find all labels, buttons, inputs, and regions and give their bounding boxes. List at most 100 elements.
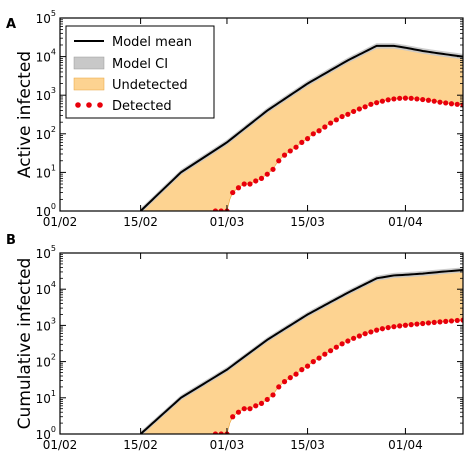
detected-point xyxy=(235,409,242,415)
detected-point xyxy=(397,95,403,101)
detected-point xyxy=(385,97,391,103)
x-tick-label: 01/04 xyxy=(388,215,423,229)
detected-point xyxy=(304,136,311,142)
y-axis-title: Cumulative infected xyxy=(15,258,35,430)
detected-point xyxy=(310,131,316,137)
y-tick-label: 102 xyxy=(36,353,56,370)
detected-point xyxy=(218,431,224,434)
detected-point xyxy=(379,98,385,104)
detected-point xyxy=(327,348,334,354)
detected-point xyxy=(448,318,455,324)
y-tick-label: 103 xyxy=(36,316,56,333)
detected-point xyxy=(241,181,247,187)
detected-point xyxy=(425,97,432,103)
detected-point xyxy=(368,101,374,107)
detected-point xyxy=(402,322,409,328)
panel-b: 100 101 102 103 104 105 01/02 15/02 01/03 15/03 01… xyxy=(6,233,464,452)
detected-point xyxy=(287,375,293,381)
legend-swatch-detected xyxy=(97,102,103,108)
x-tick-label: 01/02 xyxy=(43,215,78,229)
panel-a: 100 101 102 103 104 105 01/02 15/02 01/03 15/03 01… xyxy=(6,9,464,229)
plot-area xyxy=(139,267,463,434)
model-mean-line xyxy=(139,268,463,434)
x-tick-label: 01/03 xyxy=(210,215,245,229)
detected-point xyxy=(339,341,345,347)
detected-point xyxy=(374,327,380,333)
model-mean-line xyxy=(139,44,463,211)
y-axis-title: Active infected xyxy=(15,51,35,178)
detected-point xyxy=(437,319,443,325)
detected-point xyxy=(327,120,334,126)
detected-point xyxy=(212,431,219,434)
detected-point xyxy=(448,101,455,107)
detected-point xyxy=(281,152,288,158)
detected-point xyxy=(258,175,265,181)
detected-point xyxy=(230,189,236,196)
detected-point xyxy=(304,363,311,369)
detected-point xyxy=(345,338,351,344)
detected-point xyxy=(316,355,322,361)
legend-label-undetected: Undetected xyxy=(112,78,188,93)
axes-frame xyxy=(59,252,464,435)
y-tick-label: 105 xyxy=(36,244,56,261)
x-tick-label: 01/04 xyxy=(388,438,423,452)
detected-point xyxy=(212,208,219,211)
detected-point xyxy=(322,351,328,357)
y-tick-label: 100 xyxy=(36,425,56,442)
detected-point xyxy=(276,158,282,164)
detected-point xyxy=(270,166,276,172)
detected-point xyxy=(454,101,460,107)
x-tick-label: 15/02 xyxy=(123,215,158,229)
detected-point xyxy=(425,320,432,326)
detected-point xyxy=(299,367,305,373)
detected-point xyxy=(230,414,236,420)
panel-label: A xyxy=(6,17,16,32)
detected-point xyxy=(408,95,414,101)
detected-point xyxy=(235,185,242,191)
y-tick-label: 101 xyxy=(36,389,56,406)
detected-point xyxy=(437,99,443,105)
x-tick-label: 15/03 xyxy=(290,438,325,452)
detected-point xyxy=(368,329,374,335)
legend-swatch-undetected xyxy=(73,77,105,91)
legend-swatch-model-ci xyxy=(73,56,105,70)
detected-point xyxy=(431,98,437,104)
detected-point xyxy=(333,117,339,123)
detected-point xyxy=(414,96,420,102)
detected-point xyxy=(345,111,351,117)
y-tick-label: 100 xyxy=(36,202,56,219)
detected-point xyxy=(385,324,391,331)
detected-point xyxy=(218,208,224,211)
detected-point xyxy=(241,406,247,412)
detected-point xyxy=(293,371,299,377)
detected-point xyxy=(253,178,259,184)
detected-point xyxy=(443,100,449,106)
detected-point xyxy=(420,96,426,103)
detected-point xyxy=(397,323,403,329)
y-tick-label: 102 xyxy=(36,125,56,142)
detected-point xyxy=(258,400,265,407)
detected-point xyxy=(351,335,357,341)
legend-label-detected: Detected xyxy=(112,99,172,114)
y-tick-label: 101 xyxy=(36,163,56,180)
y-tick-label: 104 xyxy=(36,48,56,65)
detected-point xyxy=(414,321,420,327)
detected-point xyxy=(264,396,270,403)
detected-point xyxy=(431,319,437,326)
detected-point xyxy=(287,148,293,154)
detected-point xyxy=(408,322,414,328)
detected-point xyxy=(247,406,253,412)
plot-area xyxy=(139,43,463,211)
detected-point xyxy=(316,128,322,134)
detected-point xyxy=(281,379,288,385)
detected-point xyxy=(356,106,362,112)
x-tick-label: 15/03 xyxy=(290,215,325,229)
x-tick-label: 01/03 xyxy=(210,438,245,452)
detected-point xyxy=(351,108,357,115)
detected-point xyxy=(270,392,276,398)
detected-point xyxy=(391,324,397,330)
detected-point xyxy=(460,317,463,323)
detected-point xyxy=(391,96,397,102)
legend: Model mean Model CI Undetected Detected xyxy=(65,25,215,119)
